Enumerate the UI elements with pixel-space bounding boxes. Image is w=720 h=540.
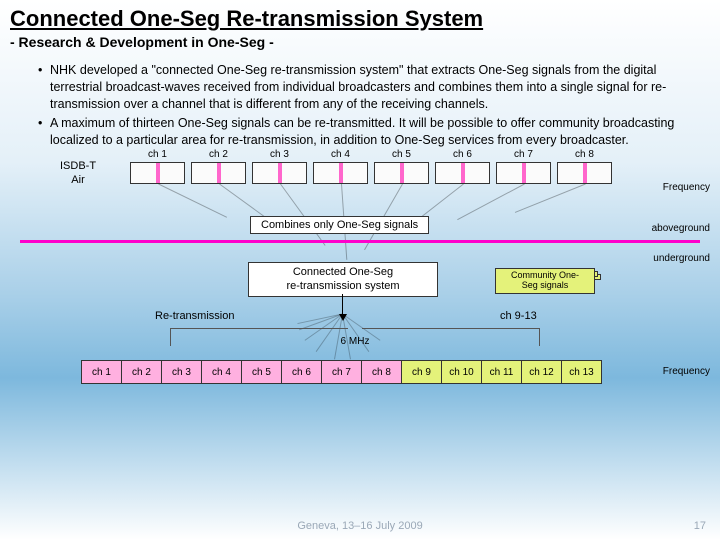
frequency-label-bottom: Frequency [663, 366, 710, 377]
isdbt-line2: Air [71, 174, 84, 186]
top-channel-label: ch 7 [497, 149, 550, 160]
bullet-text: A maximum of thirteen One-Seg signals ca… [50, 115, 690, 149]
oneseg-segment [156, 163, 160, 183]
top-channel-label: ch 4 [314, 149, 367, 160]
top-channel: ch 7 [496, 162, 551, 184]
bottom-channel: ch 10 [441, 360, 482, 384]
retransmission-label: Re-transmission [155, 310, 234, 322]
oneseg-segment [461, 163, 465, 183]
converge-line [158, 184, 227, 218]
top-channel-row: ch 1 ch 2 ch 3 ch 4 ch 5 ch 6 ch 7 ch 8 [130, 162, 618, 184]
top-channel-label: ch 3 [253, 149, 306, 160]
top-channel: ch 2 [191, 162, 246, 184]
system-box: Connected One-Seg re-transmission system [248, 262, 438, 296]
top-channel-label: ch 6 [436, 149, 489, 160]
bottom-channel: ch 3 [161, 360, 202, 384]
isdbt-line1: ISDB-T [60, 160, 96, 172]
mhz-bracket: 6 MHz [170, 328, 540, 346]
converge-line [457, 184, 525, 221]
top-channel: ch 1 [130, 162, 185, 184]
ground-divider [20, 240, 700, 243]
combines-box: Combines only One-Seg signals [250, 216, 429, 234]
diagram-area: ISDB-T Air ch 1 ch 2 ch 3 ch 4 ch 5 ch 6… [20, 160, 700, 440]
system-box-line1: Connected One-Seg [293, 266, 393, 278]
bullet-text: NHK developed a "connected One-Seg re-tr… [50, 62, 690, 113]
oneseg-segment [583, 163, 587, 183]
aboveground-label: aboveground [652, 223, 710, 234]
ch9-13-label: ch 9-13 [500, 310, 537, 322]
top-channel-label: ch 8 [558, 149, 611, 160]
community-line2: Seg signals [522, 280, 569, 290]
top-channel: ch 5 [374, 162, 429, 184]
bullet-marker: • [38, 62, 50, 113]
converge-line [515, 184, 586, 213]
top-channel-label: ch 5 [375, 149, 428, 160]
oneseg-segment [400, 163, 404, 183]
underground-label: underground [653, 253, 710, 264]
isdbt-air-label: ISDB-T Air [60, 160, 96, 186]
bottom-channel: ch 9 [401, 360, 442, 384]
oneseg-segment [339, 163, 343, 183]
oneseg-segment [522, 163, 526, 183]
bullet-item: • NHK developed a "connected One-Seg re-… [38, 62, 690, 113]
bullet-marker: • [38, 115, 50, 149]
system-box-line2: re-transmission system [286, 280, 399, 292]
top-channel: ch 6 [435, 162, 490, 184]
top-channel-label: ch 1 [131, 149, 184, 160]
page-number: 17 [694, 520, 706, 532]
community-box: Community One- Seg signals [495, 268, 595, 294]
top-channel-label: ch 2 [192, 149, 245, 160]
mhz-label: 6 MHz [341, 336, 370, 347]
bullet-item: • A maximum of thirteen One-Seg signals … [38, 115, 690, 149]
bottom-channel: ch 13 [561, 360, 602, 384]
bottom-channel: ch 7 [321, 360, 362, 384]
oneseg-segment [278, 163, 282, 183]
bottom-channel: ch 12 [521, 360, 562, 384]
top-channel: ch 8 [557, 162, 612, 184]
bottom-channel: ch 11 [481, 360, 522, 384]
top-channel: ch 3 [252, 162, 307, 184]
page-title: Connected One-Seg Re-transmission System [0, 0, 720, 34]
converge-line [280, 184, 325, 246]
bottom-channel-row: ch 1 ch 2 ch 3 ch 4 ch 5 ch 6 ch 7 ch 8 … [82, 360, 602, 384]
oneseg-segment [217, 163, 221, 183]
top-channel: ch 4 [313, 162, 368, 184]
bottom-channel: ch 8 [361, 360, 402, 384]
bullet-list: • NHK developed a "connected One-Seg re-… [0, 58, 720, 154]
bottom-channel: ch 5 [241, 360, 282, 384]
frequency-label-top: Frequency [663, 182, 710, 193]
bottom-channel: ch 4 [201, 360, 242, 384]
bottom-channel: ch 2 [121, 360, 162, 384]
community-line1: Community One- [511, 270, 579, 280]
footer-text: Geneva, 13–16 July 2009 [0, 520, 720, 532]
page-subtitle: - Research & Development in One-Seg - [0, 34, 720, 58]
bottom-channel: ch 1 [81, 360, 122, 384]
bottom-channel: ch 6 [281, 360, 322, 384]
